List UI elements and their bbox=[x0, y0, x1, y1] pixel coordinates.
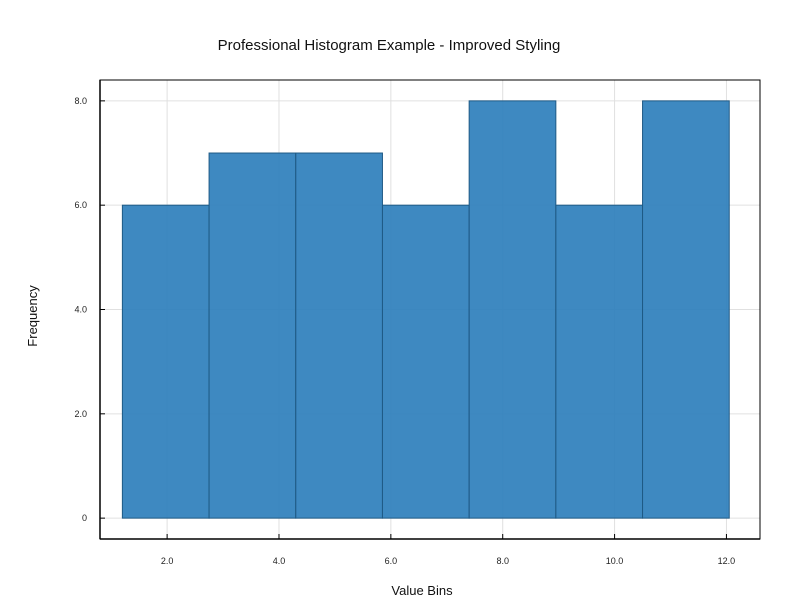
x-tick-label-1: 4.0 bbox=[273, 556, 286, 566]
ticks-layer: 2.0 4.0 6.0 8.0 10.0 12.0 0 2.0 4.0 6.0 8.0 bbox=[74, 96, 735, 566]
y-tick-label-1: 2.0 bbox=[74, 409, 87, 419]
y-tick-label-2: 4.0 bbox=[74, 305, 87, 315]
bars-layer bbox=[121, 100, 730, 519]
x-tick-label-0: 2.0 bbox=[161, 556, 174, 566]
y-tick-label-0: 0 bbox=[82, 513, 87, 523]
y-tick-label-4: 8.0 bbox=[74, 96, 87, 106]
x-axis-label: Value Bins bbox=[391, 583, 453, 598]
x-tick-label-5: 12.0 bbox=[718, 556, 736, 566]
histogram-bar-2 bbox=[295, 152, 383, 519]
histogram-bar-6 bbox=[642, 100, 730, 519]
histogram-bar-1 bbox=[208, 152, 297, 519]
histogram-bar-3 bbox=[381, 204, 470, 519]
x-tick-label-2: 6.0 bbox=[385, 556, 398, 566]
chart-title: Professional Histogram Example - Improve… bbox=[218, 37, 561, 54]
x-tick-label-4: 10.0 bbox=[606, 556, 624, 566]
histogram-bar-5 bbox=[555, 204, 644, 519]
histogram-bar-4 bbox=[468, 100, 557, 519]
histogram-bar-0 bbox=[121, 204, 210, 519]
y-axis-label: Frequency bbox=[25, 285, 40, 347]
y-tick-label-3: 6.0 bbox=[74, 200, 87, 210]
x-tick-label-3: 8.0 bbox=[496, 556, 509, 566]
